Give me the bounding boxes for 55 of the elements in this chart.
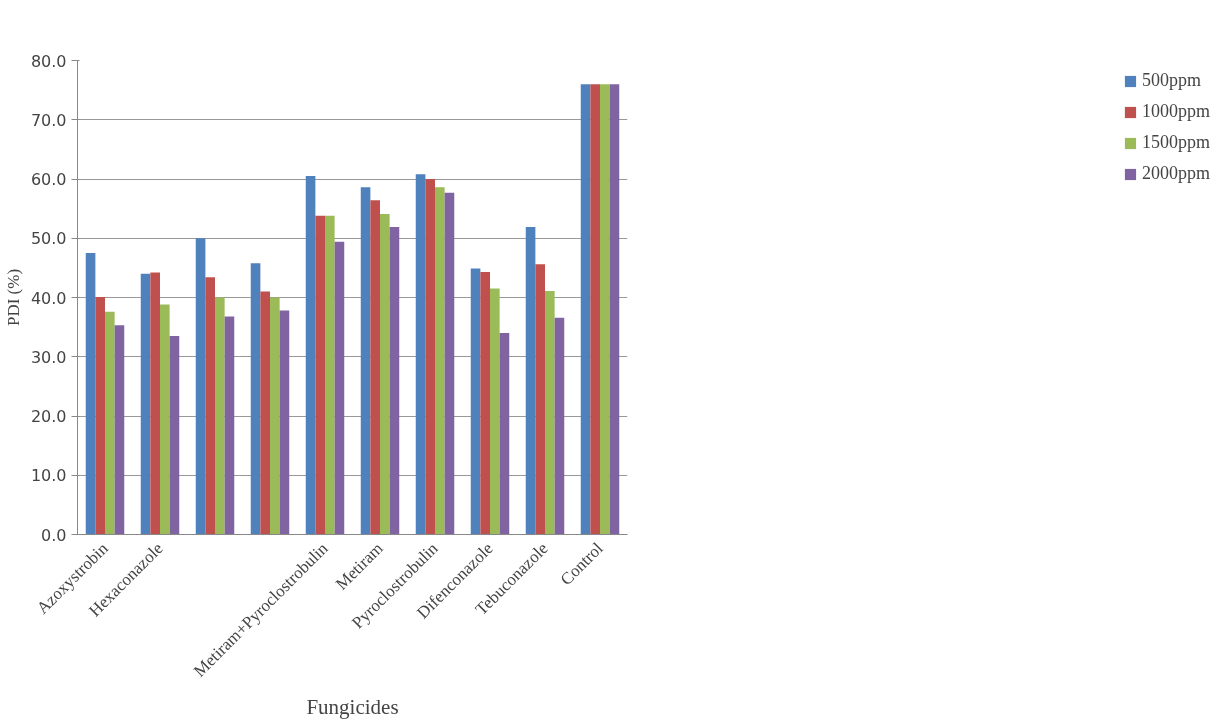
bar	[580, 84, 591, 535]
legend-label: 2000ppm	[1141, 163, 1210, 184]
bar	[315, 215, 325, 535]
bar	[85, 253, 96, 535]
bar	[415, 174, 426, 535]
bar	[215, 297, 225, 535]
bar	[545, 290, 555, 535]
bar	[160, 304, 170, 535]
y-tick-label: 60.0	[30, 170, 67, 189]
bar	[590, 84, 600, 535]
bar	[380, 213, 390, 535]
y-tick-label: 20.0	[30, 407, 67, 426]
bar	[554, 317, 565, 535]
y-tick-label: 0.0	[41, 525, 67, 545]
y-tick-label: 10.0	[30, 466, 67, 486]
legend-label: 1500ppm	[1141, 132, 1210, 153]
y-tick-label: 80.0	[30, 51, 67, 71]
legend-label: 500ppm	[1141, 70, 1201, 91]
bar	[425, 179, 435, 535]
bar	[114, 325, 125, 535]
bar	[205, 277, 215, 535]
bar	[195, 238, 206, 535]
y-axis-title: PDI (%)	[3, 268, 23, 327]
bar	[470, 268, 481, 535]
bar	[325, 215, 335, 535]
bar	[250, 263, 261, 535]
bar	[279, 310, 290, 535]
bar	[444, 192, 455, 535]
bar	[535, 264, 545, 535]
bar	[480, 272, 490, 535]
bar	[95, 296, 105, 535]
y-tick-label: 40.0	[30, 288, 67, 308]
bar	[150, 272, 160, 535]
y-tick-label: 50.0	[30, 229, 67, 249]
bar	[525, 226, 536, 535]
bar	[389, 226, 400, 535]
bar	[305, 176, 316, 535]
bar	[609, 84, 620, 535]
y-tick-label: 70.0	[30, 110, 67, 130]
bar	[224, 316, 235, 535]
y-tick-label: 30.0	[30, 347, 67, 367]
bar	[260, 291, 270, 535]
bar	[435, 187, 445, 535]
bar	[600, 84, 610, 535]
bar	[169, 336, 180, 535]
x-axis-title: Fungicides	[306, 695, 399, 720]
bar	[140, 273, 151, 535]
bar	[360, 187, 371, 535]
bar	[105, 311, 115, 535]
bar	[370, 200, 380, 535]
bar	[270, 297, 280, 535]
bar	[490, 288, 500, 535]
bar	[334, 241, 345, 535]
bar	[499, 333, 510, 535]
legend-label: 1000ppm	[1141, 101, 1210, 122]
